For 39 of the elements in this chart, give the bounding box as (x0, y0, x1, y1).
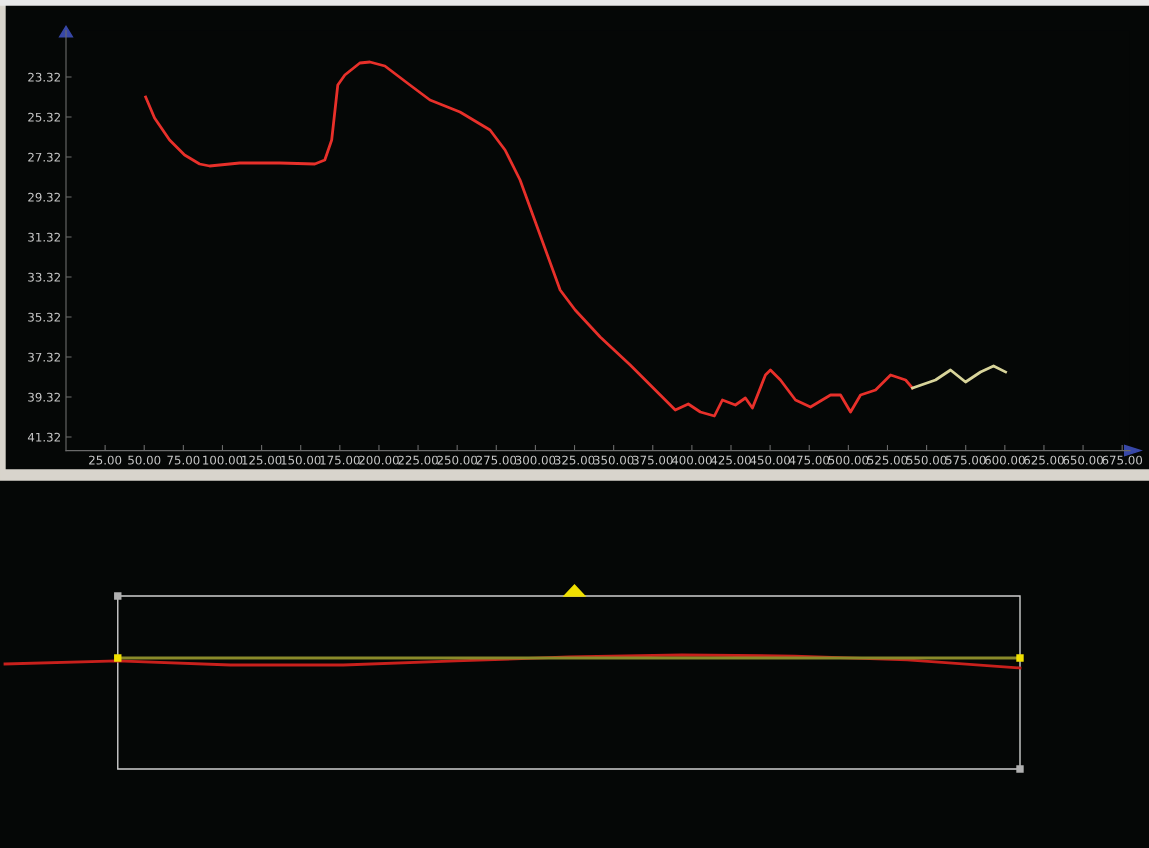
x-tick-label: 200.00 (359, 455, 399, 465)
x-tick-label: 150.00 (281, 455, 321, 465)
y-tick-label: 41.32 (27, 432, 60, 442)
x-tick-label: 500.00 (828, 455, 869, 465)
y-tick-label: 39.32 (28, 392, 60, 402)
x-tick-label: 350.00 (593, 455, 634, 465)
x-tick-label: 550.00 (906, 455, 947, 465)
x-tick-label: 375.00 (633, 455, 673, 465)
x-tick-label: 575.00 (945, 455, 986, 465)
x-tick-label: 50.00 (128, 455, 161, 465)
x-tick-label: 175.00 (320, 455, 360, 465)
x-tick-label: 600.00 (984, 455, 1025, 465)
y-tick-label: 23.32 (28, 72, 60, 82)
x-tick-label: 300.00 (515, 455, 556, 465)
x-tick-label: 25.00 (89, 455, 122, 465)
y-tick-label: 37.32 (28, 352, 60, 362)
x-tick-label: 625.00 (1024, 455, 1064, 465)
x-tick-label: 125.00 (242, 455, 282, 465)
y-tick-label: 27.32 (28, 152, 60, 162)
x-tick-label: 450.00 (750, 455, 790, 465)
x-tick-label: 100.00 (203, 455, 243, 465)
y-tick-label: 31.32 (28, 232, 60, 242)
x-tick-label: 400.00 (671, 455, 712, 465)
x-tick-label: 425.00 (710, 455, 751, 465)
x-tick-label: 325.00 (554, 455, 595, 465)
x-tick-label: 75.00 (167, 455, 200, 465)
y-tick-label: 35.32 (28, 312, 60, 322)
y-tick-label: 25.32 (28, 112, 60, 122)
x-tick-label: 525.00 (867, 455, 908, 465)
x-tick-label: 475.00 (789, 455, 830, 465)
line-series (144, 60, 914, 418)
line-series (911, 364, 1007, 390)
y-tick-label: 29.32 (28, 192, 60, 202)
y-tick-label: 33.32 (28, 272, 60, 282)
x-tick-label: 675.00 (1102, 455, 1143, 465)
x-tick-label: 225.00 (398, 455, 438, 465)
x-tick-label: 250.00 (437, 455, 478, 465)
x-tick-label: 275.00 (476, 455, 517, 465)
x-tick-label: 650.00 (1063, 455, 1103, 465)
